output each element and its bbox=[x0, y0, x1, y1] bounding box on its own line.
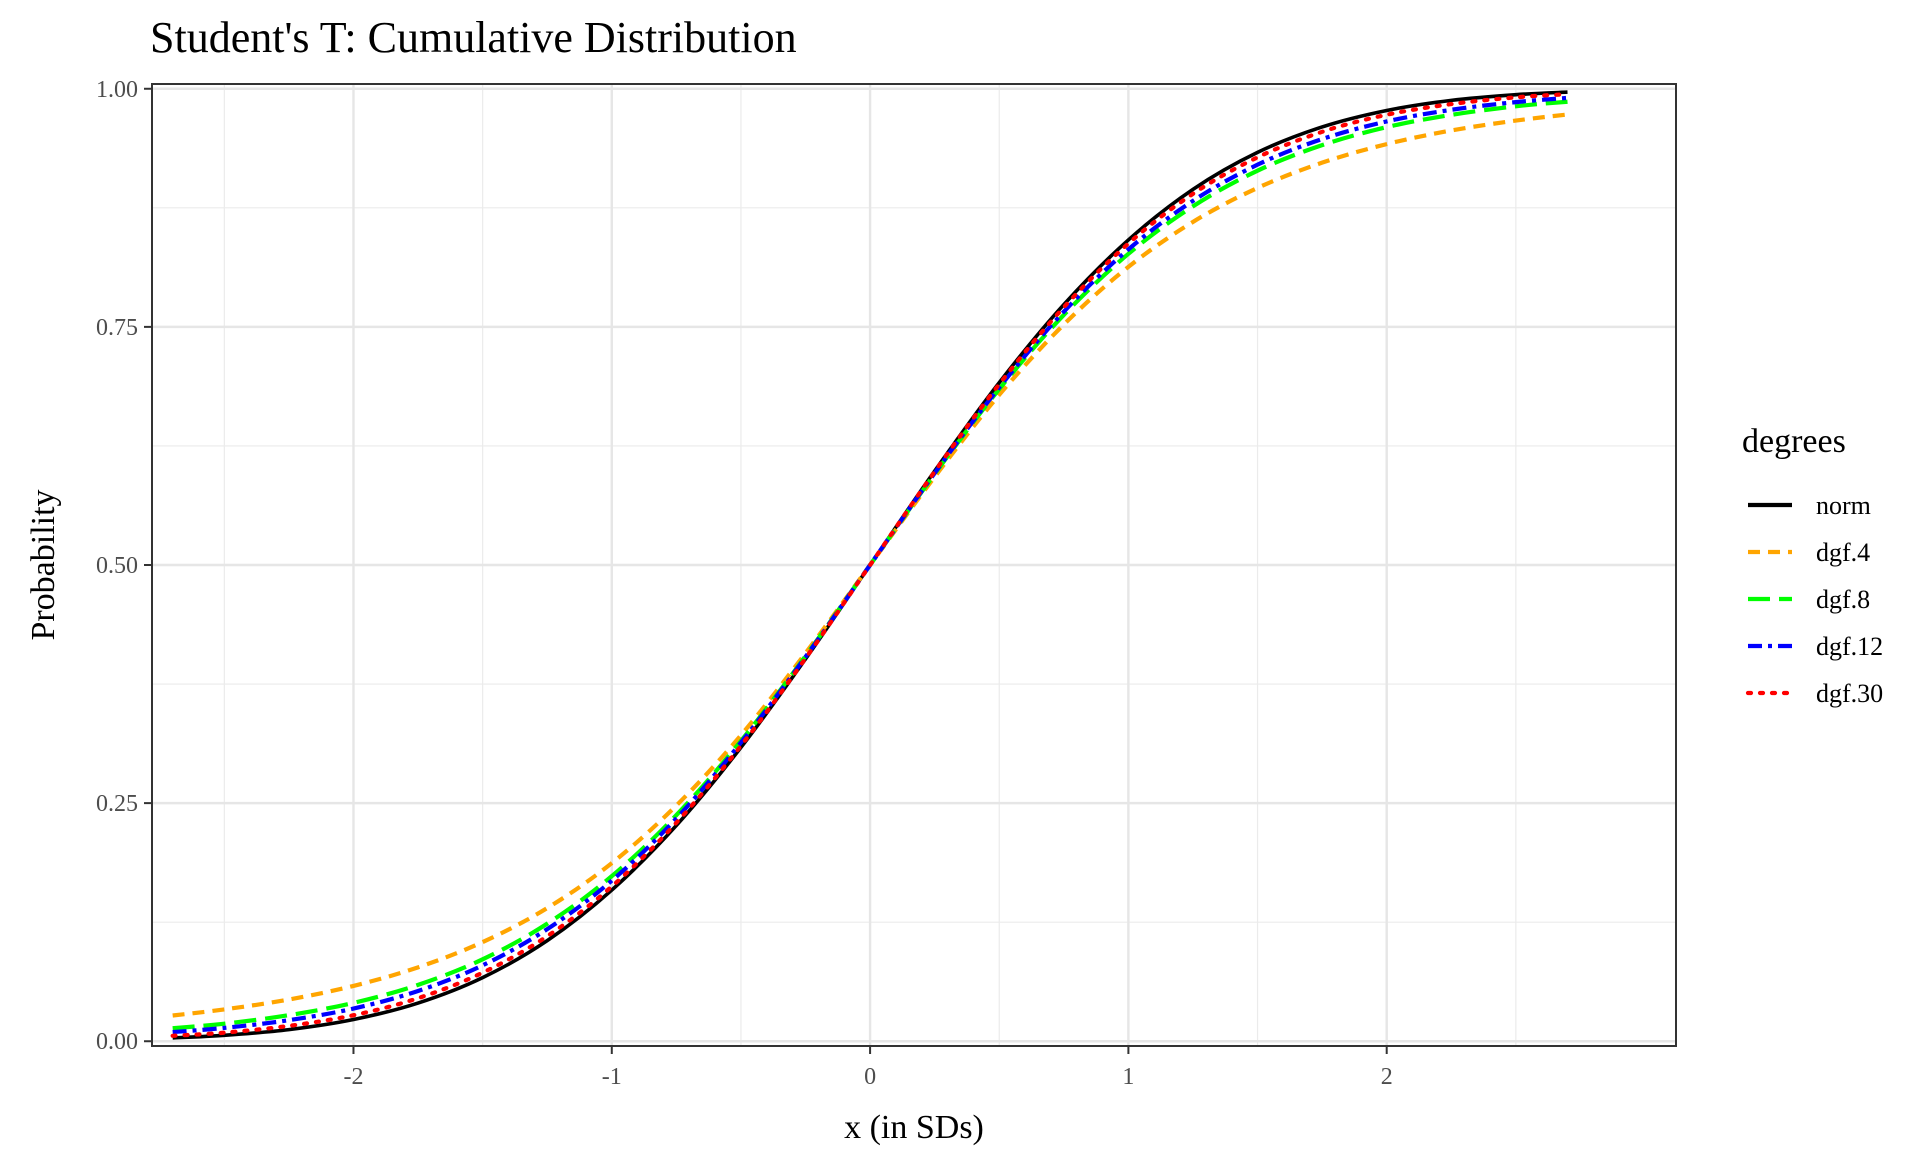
legend-label: dgf.8 bbox=[1816, 585, 1870, 614]
y-axis: 0.00 0.25 0.50 0.75 1.00 bbox=[96, 77, 152, 1055]
legend-label: norm bbox=[1816, 491, 1871, 520]
x-tick-label: 0 bbox=[864, 1064, 876, 1090]
x-axis: -2 -1 0 1 2 bbox=[343, 1046, 1393, 1090]
legend-label: dgf.12 bbox=[1816, 632, 1883, 661]
y-tick-label: 0.25 bbox=[96, 791, 138, 817]
legend-label: dgf.4 bbox=[1816, 538, 1870, 567]
y-axis-title: Probability bbox=[25, 489, 62, 640]
x-tick-label: 2 bbox=[1381, 1064, 1393, 1090]
series-lines bbox=[170, 90, 1570, 1040]
grid-major bbox=[152, 84, 1676, 1046]
legend: norm dgf.4 dgf.8 dgf.12 dgf.30 bbox=[1745, 491, 1883, 708]
x-axis-title: x (in SDs) bbox=[844, 1109, 984, 1146]
chart-title: Student's T: Cumulative Distribution bbox=[150, 13, 797, 62]
y-tick-label: 0.50 bbox=[96, 553, 138, 579]
y-tick-label: 1.00 bbox=[96, 77, 138, 103]
legend-title: degrees bbox=[1742, 423, 1846, 460]
x-tick-label: -1 bbox=[602, 1064, 622, 1090]
y-tick-label: 0.00 bbox=[96, 1029, 138, 1055]
y-tick-label: 0.75 bbox=[96, 315, 138, 341]
x-tick-label: -2 bbox=[343, 1064, 363, 1090]
x-tick-label: 1 bbox=[1122, 1064, 1134, 1090]
series-line-dgf-30 bbox=[170, 92, 1570, 1038]
legend-label: dgf.30 bbox=[1816, 679, 1883, 708]
